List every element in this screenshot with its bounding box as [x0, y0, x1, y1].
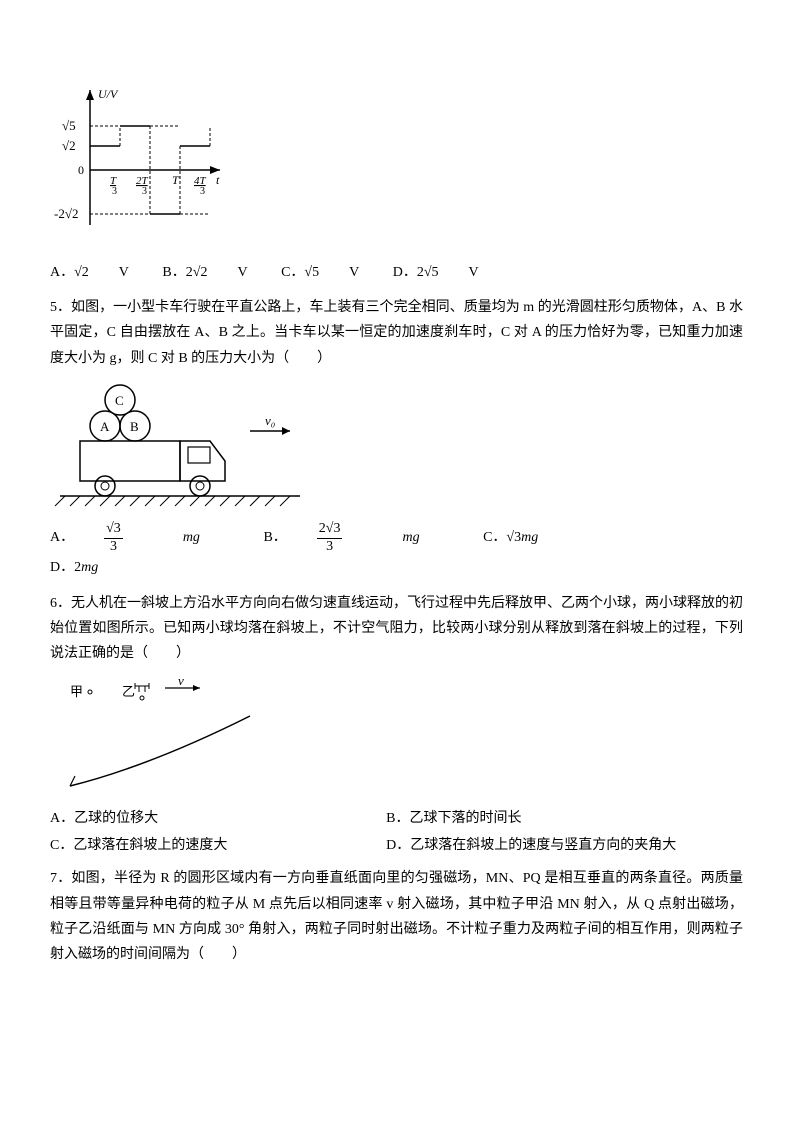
svg-text:B: B — [130, 419, 139, 434]
svg-text:0: 0 — [78, 163, 84, 177]
q4-options: A．√2V B．2√2V C．√5V D．2√5V — [50, 260, 743, 285]
q5-option-c: C．√3mg — [483, 525, 598, 550]
svg-text:甲: 甲 — [70, 684, 83, 699]
svg-text:3: 3 — [112, 186, 117, 197]
svg-text:T: T — [172, 173, 180, 187]
q4-graph: U/V √5 √2 0 -2√2 T 3 2T 3 T 4T 3 t — [50, 70, 743, 250]
q5-option-b: B．2√33mg — [263, 521, 449, 556]
q4-option-d: D．2√5V — [393, 260, 479, 285]
svg-text:乙: 乙 — [122, 684, 135, 699]
q4-option-c: C．√5V — [281, 260, 359, 285]
q6-options: A．乙球的位移大 B．乙球下落的时间长 C．乙球落在斜坡上的速度大 D．乙球落在… — [50, 806, 743, 860]
svg-text:A: A — [100, 419, 110, 434]
svg-text:v: v — [178, 676, 184, 688]
svg-text:3: 3 — [142, 186, 147, 197]
svg-text:√5: √5 — [62, 118, 76, 133]
q6-figure: 甲 乙 v — [50, 676, 743, 796]
q6-option-b: B．乙球下落的时间长 — [386, 806, 719, 831]
q6-option-a: A．乙球的位移大 — [50, 806, 383, 831]
svg-text:v₀: v₀ — [265, 413, 275, 428]
svg-text:t: t — [216, 173, 220, 187]
q5-text: 5．如图，一小型卡车行驶在平直公路上，车上装有三个完全相同、质量均为 m 的光滑… — [50, 295, 743, 371]
q5-option-a: A．√33mg — [50, 521, 230, 556]
q6-text: 6．无人机在一斜坡上方沿水平方向向右做匀速直线运动，飞行过程中先后释放甲、乙两个… — [50, 591, 743, 667]
svg-text:-2√2: -2√2 — [54, 206, 78, 221]
svg-text:U/V: U/V — [98, 87, 119, 101]
svg-text:√2: √2 — [62, 138, 76, 153]
q5-truck-figure: A B C v₀ — [50, 381, 743, 511]
svg-text:3: 3 — [200, 186, 205, 197]
svg-text:C: C — [115, 393, 124, 408]
q6-option-d: D．乙球落在斜坡上的速度与竖直方向的夹角大 — [386, 833, 719, 858]
q4-option-b: B．2√2V — [162, 260, 247, 285]
q6-option-c: C．乙球落在斜坡上的速度大 — [50, 833, 383, 858]
q5-option-d: D．2mg — [50, 555, 158, 580]
q7-text: 7．如图，半径为 R 的圆形区域内有一方向垂直纸面向里的匀强磁场，MN、PQ 是… — [50, 866, 743, 967]
q5-options: A．√33mg B．2√33mg C．√3mg D．2mg — [50, 521, 743, 581]
q4-option-a: A．√2V — [50, 260, 129, 285]
